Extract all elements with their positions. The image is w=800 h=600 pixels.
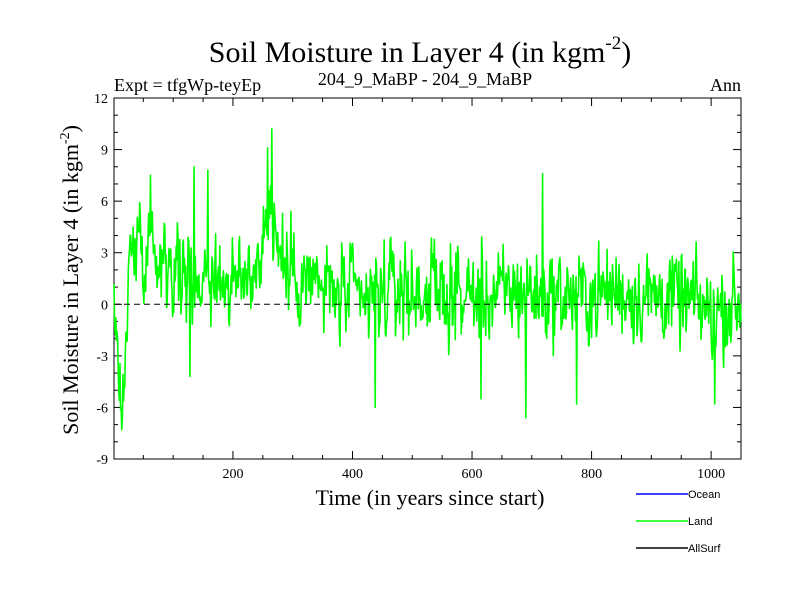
y-tick-label: -9	[96, 453, 108, 468]
y-tick-label: 0	[101, 298, 108, 313]
y-tick-label: 9	[101, 144, 108, 159]
series-line-land	[113, 128, 742, 431]
period-label: 204_9_MaBP - 204_9_MaBP	[318, 69, 532, 89]
legend-item-land: Land	[636, 516, 712, 528]
legend-label-ocean: Ocean	[688, 489, 720, 501]
chart-title: Soil Moisture in Layer 4 (in kgm-2)	[209, 33, 631, 69]
y-tick-label: 6	[101, 195, 108, 210]
y-axis-label-superscript: -2	[58, 132, 73, 144]
y-tick-label: 12	[94, 92, 108, 107]
legend: Ocean Land AllSurf	[636, 489, 721, 555]
legend-item-ocean: Ocean	[636, 489, 720, 501]
y-tick-label: -3	[96, 350, 108, 365]
plot-frame	[113, 97, 742, 460]
x-axis-ticks: 200 400 600 800 1000	[142, 98, 725, 482]
y-axis-label-end: )	[58, 125, 83, 132]
x-tick-label: 1000	[697, 467, 725, 482]
x-tick-label: 200	[222, 467, 243, 482]
legend-label-land: Land	[688, 516, 712, 528]
x-axis-label: Time (in years since start)	[316, 485, 545, 510]
x-tick-label: 400	[342, 467, 363, 482]
y-axis-label: Soil Moisture in Layer 4 (in kgm-2)	[58, 125, 83, 435]
y-axis-label-main: Soil Moisture in Layer 4 (in kgm	[58, 144, 83, 435]
x-tick-label: 600	[462, 467, 483, 482]
x-tick-label: 800	[581, 467, 602, 482]
chart-title-main: Soil Moisture in Layer 4 (in kgm	[209, 36, 606, 69]
y-tick-label: -6	[96, 401, 108, 416]
legend-label-allsurf: AllSurf	[688, 543, 721, 555]
chart-title-superscript: -2	[605, 33, 621, 54]
chart-title-end: )	[621, 36, 631, 69]
y-tick-label: 3	[101, 247, 108, 262]
legend-item-allsurf: AllSurf	[636, 543, 721, 555]
season-label: Ann	[710, 75, 741, 95]
experiment-label: Expt = tfgWp-teyEp	[114, 75, 261, 95]
series-layer	[113, 128, 742, 431]
